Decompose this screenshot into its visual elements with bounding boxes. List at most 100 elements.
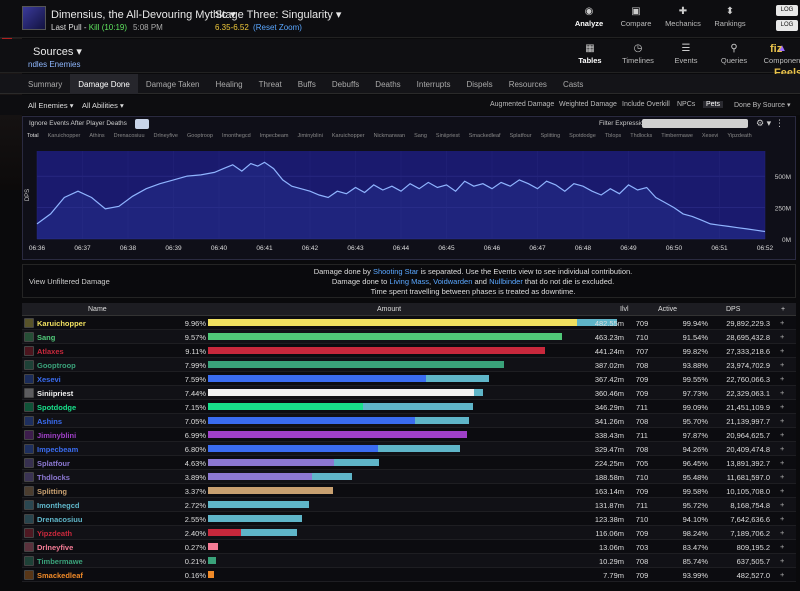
player-name[interactable]: Drlneyfive [37, 543, 74, 552]
tab-debuffs[interactable]: Debuffs [331, 80, 360, 89]
col-plus[interactable]: + [781, 306, 786, 313]
expand-icon[interactable]: + [780, 416, 785, 425]
view-unfiltered-link[interactable]: View Unfiltered Damage [29, 277, 110, 286]
player-name[interactable]: Xesevi [37, 375, 61, 384]
log-button[interactable]: LOG [776, 20, 798, 31]
table-row[interactable]: Xesevi 7.59% 367.42m 709 99.55% 22,760,066.3 + [22, 372, 796, 386]
nav-rankings[interactable]: ⬍ Rankings [707, 0, 753, 28]
player-name[interactable]: Yipzdeath [37, 529, 73, 538]
legend-item[interactable]: Jiminyblini [297, 133, 323, 139]
dps-graph[interactable]: 500M 250M 0M 06:36 06:37 06:38 06:39 06:40 06:41… [23, 147, 795, 257]
table-row[interactable]: Jiminyblini 6.99% 338.43m 711 97.87% 20,964,6… [22, 428, 796, 442]
tab-resources[interactable]: Resources [508, 80, 547, 89]
npc-link[interactable]: Voidwarden [433, 277, 473, 286]
legend-item[interactable]: Karuichopper [47, 133, 81, 139]
tab-casts[interactable]: Casts [562, 80, 584, 89]
table-row[interactable]: Splatfour 4.63% 224.25m 705 96.45% 13,891,392… [22, 456, 796, 470]
include-overkill-toggle[interactable]: Include Overkill [622, 101, 670, 108]
player-name[interactable]: Jiminyblini [37, 431, 77, 440]
legend-item[interactable]: Spotdodge [569, 133, 596, 139]
player-name[interactable]: Sang [37, 333, 56, 342]
expand-icon[interactable]: + [780, 542, 785, 551]
legend-item[interactable]: Yipzdeath [727, 133, 752, 139]
view-tables[interactable]: ▦ Tables [566, 43, 614, 65]
expand-icon[interactable]: + [780, 374, 785, 383]
legend-item[interactable]: Thdlocks [630, 133, 653, 139]
player-name[interactable]: Splatfour [37, 459, 70, 468]
boss-name[interactable]: Dimensius, the All-Devouring Mythic ▾ [51, 9, 236, 21]
expand-icon[interactable]: + [780, 388, 785, 397]
player-name[interactable]: Spotdodge [37, 403, 77, 412]
nav-mechanics[interactable]: ✚ Mechanics [660, 0, 706, 28]
npc-link[interactable]: Living Mass [389, 277, 429, 286]
done-by-source-selector[interactable]: Done By Source ▾ [734, 102, 791, 109]
abilities-filter[interactable]: All Abilities ▾ [82, 101, 124, 110]
player-name[interactable]: Thdlocks [37, 473, 70, 482]
player-name[interactable]: Timbermawe [37, 557, 83, 566]
log-button[interactable]: LOG [776, 5, 798, 16]
table-row[interactable]: Yipzdeath 2.40% 116.06m 709 98.24% 7,189,706.… [22, 526, 796, 540]
legend-item[interactable]: Impecbeam [259, 133, 289, 139]
expand-icon[interactable]: + [780, 528, 785, 537]
tab-dispels[interactable]: Dispels [466, 80, 493, 89]
table-row[interactable]: Atlaxes 9.11% 441.24m 707 99.82% 27,333,218.6… [22, 344, 796, 358]
tab-interrupts[interactable]: Interrupts [416, 80, 451, 89]
col-name[interactable]: Name [88, 306, 107, 313]
table-row[interactable]: Spotdodge 7.15% 346.29m 711 99.09% 21,451,109… [22, 400, 796, 414]
player-name[interactable]: Siniipriest [37, 389, 74, 398]
legend-item[interactable]: Imonthegcd [221, 133, 251, 139]
col-active[interactable]: Active [658, 306, 678, 313]
table-row[interactable]: Imonthegcd 2.72% 131.87m 711 95.72% 8,168,754… [22, 498, 796, 512]
tab-damage-taken[interactable]: Damage Taken [145, 80, 200, 89]
tab-damage-done[interactable]: Damage Done [70, 74, 138, 94]
expand-icon[interactable]: + [780, 360, 785, 369]
legend-item[interactable]: Timbermawe [661, 133, 693, 139]
table-row[interactable]: Drenacosiuu 2.55% 123.38m 710 94.10% 7,642,63… [22, 512, 796, 526]
filter-expression-input[interactable] [642, 119, 748, 128]
legend-item[interactable]: Splatfour [509, 133, 532, 139]
expand-icon[interactable]: + [780, 430, 785, 439]
player-name[interactable]: Splitting [37, 487, 67, 496]
view-timelines[interactable]: ◷ Timelines [614, 43, 662, 65]
expand-icon[interactable]: + [780, 402, 785, 411]
expand-icon[interactable]: + [780, 346, 785, 355]
view-events[interactable]: ☰ Events [662, 43, 710, 65]
legend-item[interactable]: Tblops [604, 133, 622, 139]
npc-link[interactable]: Nullbinder [489, 277, 523, 286]
col-dps[interactable]: DPS [726, 306, 741, 313]
nav-analyze[interactable]: ◉ Analyze [566, 0, 612, 28]
table-row[interactable]: Sang 9.57% 463.23m 710 91.54% 28,695,432.8 + [22, 330, 796, 344]
weighted-damage-toggle[interactable]: Weighted Damage [559, 101, 617, 108]
tab-healing[interactable]: Healing [215, 80, 243, 89]
col-amount[interactable]: Amount [377, 306, 402, 313]
table-row[interactable]: Thdlocks 3.89% 188.58m 710 95.48% 11,681,597.… [22, 470, 796, 484]
expand-icon[interactable]: + [780, 332, 785, 341]
nav-compare[interactable]: ▣ Compare [613, 0, 659, 28]
table-row[interactable]: Timbermawe 0.21% 10.29m 708 85.74% 637,505.7 + [22, 554, 796, 568]
expand-icon[interactable]: + [780, 444, 785, 453]
expand-icon[interactable]: + [780, 486, 785, 495]
player-name[interactable]: Karuichopper [37, 319, 86, 328]
player-name[interactable]: Atlaxes [37, 347, 64, 356]
player-name[interactable]: Ashins [37, 417, 63, 426]
table-row[interactable]: Splitting 3.37% 163.14m 709 99.58% 10,105,708… [22, 484, 796, 498]
table-row[interactable]: Drlneyfive 0.27% 13.06m 703 83.47% 809,195.2 + [22, 540, 796, 554]
player-name[interactable]: Impecbeam [37, 445, 79, 454]
legend-item[interactable]: Smackedleaf [468, 133, 501, 139]
table-row[interactable]: Smackedleaf 0.16% 7.79m 709 93.99% 482,527.0 + [22, 568, 796, 582]
legend-item[interactable]: Nickmanwan [373, 133, 406, 139]
legend-item[interactable]: Xesevi [701, 133, 719, 139]
table-row[interactable]: Ashins 7.05% 341.26m 708 95.70% 21,139,997.7 + [22, 414, 796, 428]
ignore-deaths-toggle[interactable] [135, 119, 149, 129]
legend-item[interactable]: Total [27, 133, 39, 139]
sources-selector[interactable]: Sources ▾ [33, 46, 82, 58]
legend-item[interactable]: Sang [414, 133, 427, 139]
table-row[interactable]: Siniipriest 7.44% 360.46m 709 97.73% 22,329,0… [22, 386, 796, 400]
tab-threat[interactable]: Threat [258, 80, 282, 89]
legend-item[interactable]: Gooptroop [186, 133, 213, 139]
expand-icon[interactable]: + [780, 458, 785, 467]
expand-icon[interactable]: + [780, 500, 785, 509]
tab-buffs[interactable]: Buffs [297, 80, 316, 89]
table-row[interactable]: Gooptroop 7.99% 387.02m 708 93.88% 23,974,702… [22, 358, 796, 372]
reset-zoom-link[interactable]: (Reset Zoom) [253, 23, 302, 32]
